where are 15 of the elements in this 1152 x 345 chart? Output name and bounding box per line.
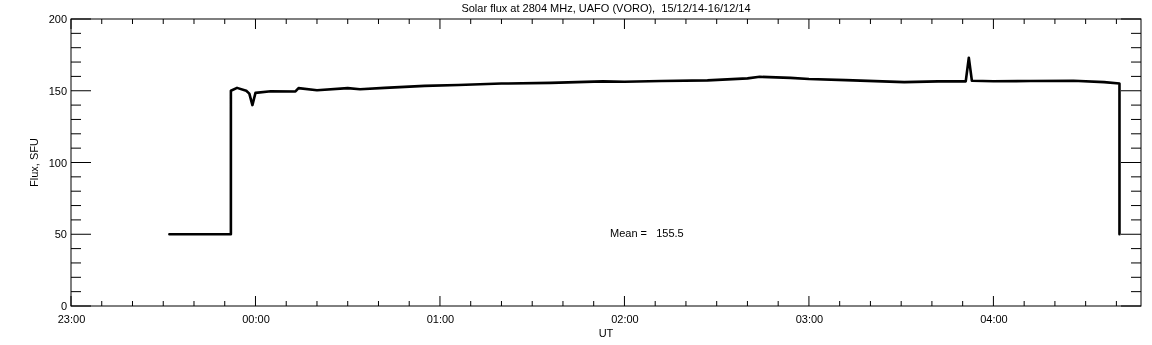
x-tick-label: 01:00 <box>426 312 455 325</box>
y-axis-title: Flux, SFU <box>28 138 40 187</box>
chart-title: Solar flux at 2804 MHz, UAFO (VORO), 15/12/14-16/12/14 <box>461 2 751 14</box>
x-axis-title: UT <box>598 327 614 339</box>
x-tick-label: 03:00 <box>795 312 824 325</box>
y-tick-label: 200 <box>48 13 67 26</box>
x-tick-label: 04:00 <box>980 312 1008 325</box>
x-tick-label: 00:00 <box>242 312 270 325</box>
annotation: Mean = 155.5 <box>610 227 684 239</box>
x-tick-label: 23:00 <box>57 312 86 325</box>
y-tick-label: 100 <box>48 156 67 169</box>
y-tick-label: 50 <box>54 228 67 241</box>
x-tick-label: 02:00 <box>611 312 639 325</box>
y-tick-label: 0 <box>60 300 67 313</box>
y-tick-label: 150 <box>48 84 67 97</box>
